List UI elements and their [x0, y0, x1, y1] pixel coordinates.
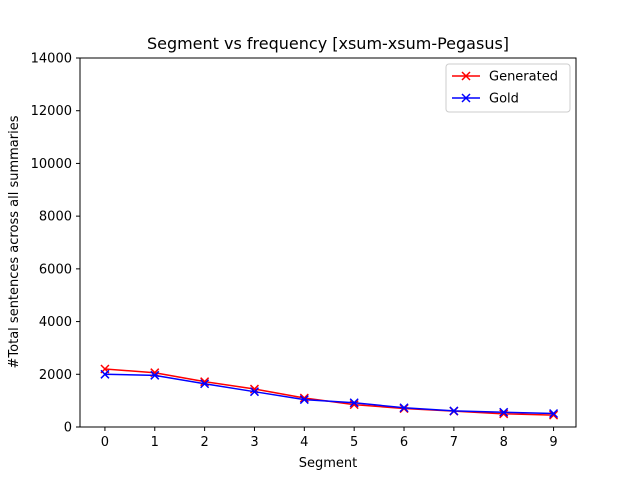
- y-tick-label: 2000: [39, 368, 72, 383]
- legend-marker-gold: [461, 93, 471, 103]
- data-point-generated: [549, 410, 559, 420]
- data-point-gold: [100, 369, 110, 379]
- data-point-gold: [299, 395, 309, 405]
- x-tick-label: 8: [500, 435, 508, 450]
- plot-frame: [79, 57, 577, 428]
- data-point-generated: [299, 393, 309, 403]
- legend-label-generated: Generated: [489, 70, 558, 85]
- x-axis-label: Segment: [299, 456, 358, 471]
- x-tick-label: 3: [250, 435, 258, 450]
- y-tick-label: 8000: [39, 210, 72, 225]
- data-point-gold: [150, 370, 160, 380]
- legend-marker-generated: [461, 71, 471, 81]
- series-line-gold: [104, 373, 554, 415]
- x-tick-label: 4: [300, 435, 308, 450]
- x-tick-label: 0: [101, 435, 109, 450]
- legend-label-gold: Gold: [489, 92, 519, 107]
- data-point-gold: [200, 379, 210, 389]
- data-point-gold: [399, 403, 409, 413]
- x-tick-label: 7: [450, 435, 458, 450]
- y-tick-label: 4000: [39, 315, 72, 330]
- y-axis-label: #Total sentences across all summaries: [7, 115, 22, 368]
- y-tick-label: 12000: [31, 104, 72, 119]
- plot-area: 0 1 2 3 4 5 6 7 8 9 0 2000 4000 6000 8000 10000 12000 140…: [31, 52, 577, 450]
- legend-entry-generated: Generated: [452, 70, 558, 85]
- data-point-generated: [499, 409, 509, 419]
- data-point-gold: [499, 407, 509, 417]
- y-tick-label: 10000: [31, 157, 72, 172]
- data-point-gold: [349, 398, 359, 408]
- data-point-gold: [549, 409, 559, 419]
- legend: Generated Gold: [445, 63, 571, 113]
- data-point-gold: [249, 387, 260, 397]
- x-tick-label: 2: [200, 435, 208, 450]
- x-tick-label: 5: [350, 435, 358, 450]
- x-tick-label: 6: [400, 435, 408, 450]
- x-tick-label: 9: [549, 435, 557, 450]
- y-tick-label: 14000: [31, 52, 72, 67]
- chart-title: Segment vs frequency [xsum-xsum-Pegasus]: [147, 34, 509, 53]
- y-tick-label: 6000: [39, 262, 72, 277]
- legend-entry-gold: Gold: [452, 92, 519, 107]
- y-tick-label: 0: [64, 421, 72, 436]
- data-point-gold: [449, 406, 459, 416]
- x-tick-label: 1: [151, 435, 159, 450]
